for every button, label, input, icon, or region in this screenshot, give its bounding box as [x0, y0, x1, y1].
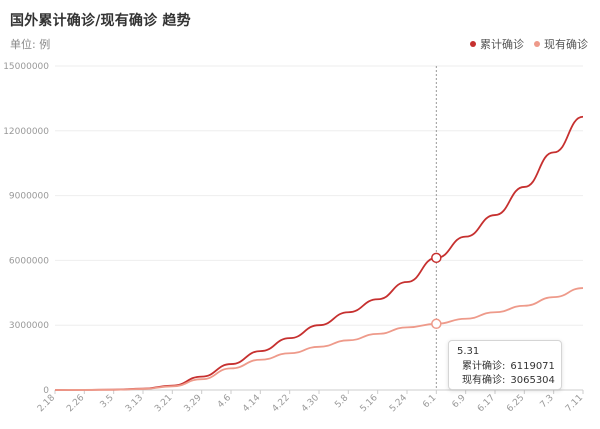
tooltip-label-current: 现有确诊: [462, 375, 506, 386]
hover-marker-1 [431, 318, 442, 330]
legend-item-cumulative[interactable]: 累计确诊 [470, 36, 524, 52]
series-line-1 [54, 287, 584, 391]
x-tick-label: 3.5 [99, 393, 116, 410]
tooltip-label-cumulative: 累计确诊: [462, 361, 506, 372]
chart-tooltip: 5.31 累计确诊: 6119071 现有确诊: 3065304 [448, 340, 562, 390]
y-tick-label: 6000000 [9, 256, 49, 266]
series-lines [54, 115, 584, 391]
hover-markers [431, 252, 442, 330]
x-tick-label: 4.14 [241, 393, 262, 414]
y-tick-label: 0 [43, 386, 49, 396]
x-tick-label: 4.30 [300, 393, 321, 414]
legend-dot-cumulative [470, 41, 476, 47]
hover-marker-0 [431, 252, 442, 264]
x-tick-label: 6.17 [476, 393, 497, 414]
x-tick-label: 5.24 [388, 393, 409, 414]
legend-item-current[interactable]: 现有确诊 [534, 36, 588, 52]
x-tick-label: 5.8 [333, 393, 350, 410]
unit-label: 单位: 例 [10, 38, 51, 51]
y-axis-ticks: 0 3000000 6000000 9000000 12000000 15000000 [3, 62, 49, 396]
x-tick-label: 7.3 [539, 393, 556, 410]
legend-dot-current [534, 41, 540, 47]
legend-label-cumulative: 累计确诊 [480, 38, 524, 51]
y-tick-label: 9000000 [9, 192, 49, 202]
chart-title: 国外累计确诊/现有确诊 趋势 [10, 13, 191, 29]
tooltip-value-current: 3065304 [510, 375, 555, 386]
x-tick-label: 7.11 [564, 393, 585, 414]
x-tick-label: 5.16 [359, 393, 380, 414]
x-tick-label: 3.13 [124, 393, 145, 414]
x-tick-label: 3.29 [183, 393, 204, 414]
tooltip-value-cumulative: 6119071 [510, 361, 555, 372]
x-tick-label: 4.6 [216, 393, 233, 410]
x-tick-label: 4.22 [271, 393, 292, 414]
y-tick-label: 15000000 [3, 62, 49, 72]
tooltip-row-cumulative: 累计确诊: 6119071 [457, 360, 555, 374]
x-tick-label: 2.18 [36, 393, 57, 414]
y-tick-label: 12000000 [3, 127, 49, 137]
x-tick-label: 6.9 [451, 393, 468, 410]
y-tick-label: 3000000 [9, 321, 49, 331]
tooltip-date: 5.31 [457, 346, 480, 357]
x-axis-ticks: 2.18 2.26 3.5 3.13 3.21 3.29 4.6 4.14 4.22 4.30 5.… [36, 390, 585, 414]
x-tick-label: 6.1 [421, 393, 438, 410]
tooltip-row-current: 现有确诊: 3065304 [457, 374, 555, 388]
x-tick-label: 3.21 [153, 393, 174, 414]
x-tick-label: 6.25 [505, 393, 526, 414]
legend-label-current: 现有确诊 [544, 38, 588, 51]
chart-legend: 累计确诊 现有确诊 [470, 36, 588, 52]
x-tick-label: 2.26 [65, 393, 86, 414]
